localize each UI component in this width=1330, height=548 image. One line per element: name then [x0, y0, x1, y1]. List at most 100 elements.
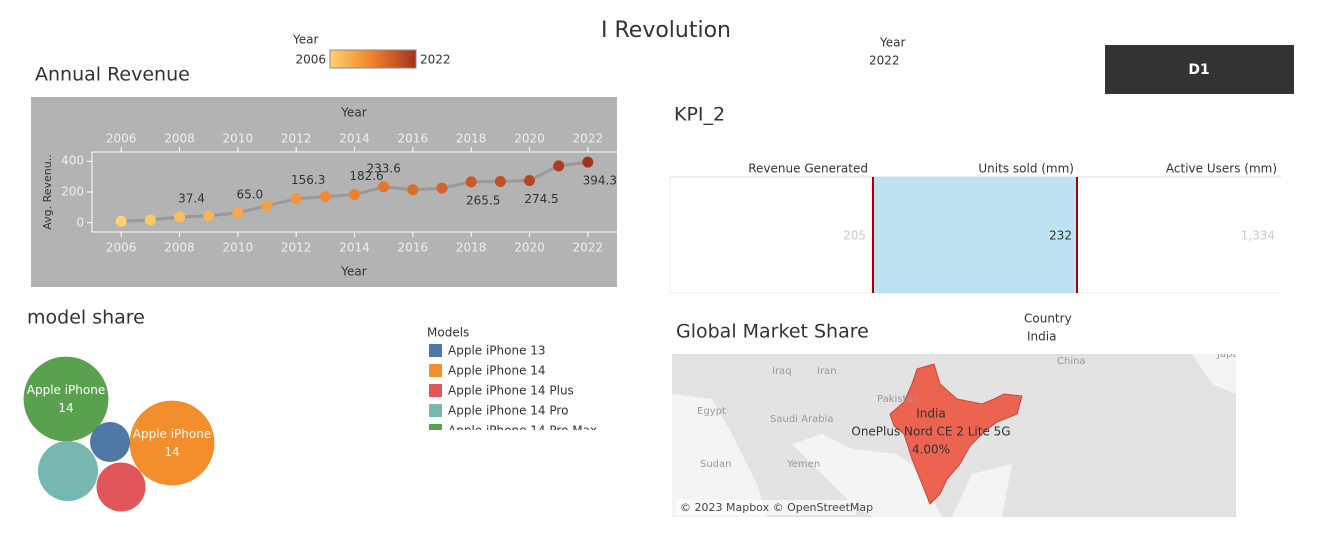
legend-list: Apple iPhone 13 Apple iPhone 14 Apple iPho…	[429, 344, 597, 438]
y-axis-title: Avg. Revenu..	[41, 154, 54, 230]
data-label: 182.6	[349, 169, 383, 183]
chart-title: model share	[27, 307, 145, 329]
point	[436, 182, 448, 194]
kpi-value: 1,334	[1241, 229, 1275, 243]
place-label: Iran	[817, 366, 837, 377]
y-tick-label: 200	[61, 185, 84, 199]
legend-swatch	[429, 384, 442, 397]
point	[203, 210, 215, 222]
place-label: China	[1057, 356, 1086, 367]
region	[889, 363, 1023, 505]
x-tick-label: 2018	[456, 132, 487, 146]
tooltip-text: India	[916, 407, 945, 421]
chart-title: Annual Revenue	[35, 64, 190, 86]
water	[1192, 354, 1236, 394]
data-label: 274.5	[524, 192, 558, 206]
legend-swatch	[429, 364, 442, 377]
bubble	[90, 422, 130, 462]
legend-label: 2006	[295, 53, 326, 67]
x-tick-label: 2012	[281, 241, 312, 255]
bubble	[23, 356, 109, 442]
point	[261, 200, 273, 212]
map: Iraq Iran Pakistan Egypt Saudi Arabia Sudan Ye…	[672, 349, 1245, 517]
button[interactable]	[1105, 45, 1294, 94]
x-tick-label: 2014	[339, 132, 370, 146]
place-label: Sudan	[700, 459, 732, 470]
point	[319, 191, 331, 203]
x-axis-title: Year	[340, 265, 366, 279]
x-tick-label: 2016	[398, 132, 429, 146]
legend-label: Apple iPhone 14 Plus	[448, 384, 574, 398]
bubble	[38, 441, 98, 501]
map-credit: © 2023 Mapbox © OpenStreetMap	[680, 501, 873, 514]
dashboard-title: I Revolution	[601, 18, 731, 43]
place-label: Japan	[1216, 349, 1245, 360]
x-tick-label: 2018	[456, 241, 487, 255]
data-label: 65.0	[236, 187, 263, 201]
kpi-title: KPI_2	[674, 104, 725, 126]
x-tick-label: 2010	[223, 132, 254, 146]
legend-label: 2022	[420, 53, 451, 67]
legend-swatch	[429, 424, 442, 430]
x-tick-label: 2020	[514, 132, 545, 146]
bubble	[96, 462, 146, 512]
x-tick-label: 2016	[398, 241, 429, 255]
water	[792, 434, 942, 517]
highlight-cell	[872, 177, 1078, 293]
point	[290, 193, 302, 205]
legend-label: Apple iPhone 14 Pro Max	[448, 424, 597, 438]
legend-label: Apple iPhone 14	[448, 364, 546, 378]
filter-value[interactable]: India	[1027, 330, 1056, 344]
bubble	[129, 400, 215, 486]
legend-label: Apple iPhone 14 Pro	[448, 404, 568, 418]
place-label: Iraq	[772, 366, 792, 377]
data-label: 265.5	[466, 193, 500, 207]
filter-label: Country	[1024, 312, 1072, 326]
point	[524, 175, 535, 187]
point	[349, 189, 360, 201]
legend-title: Models	[427, 326, 469, 340]
data-label: 394.3	[583, 174, 617, 188]
point	[144, 214, 156, 226]
x-tick-label: 2022	[573, 132, 604, 146]
button-label[interactable]: D1	[1188, 62, 1209, 78]
point	[174, 211, 185, 223]
legend-label: Apple iPhone 13	[448, 344, 546, 358]
point	[115, 215, 127, 227]
bubble-label: Apple iPhone 14	[26, 383, 106, 415]
point	[582, 156, 594, 168]
point	[378, 181, 390, 193]
x-tick-label: 2010	[223, 241, 254, 255]
x-tick-label: 2020	[514, 241, 545, 255]
kpi-value: 205	[843, 229, 866, 243]
tooltip-text: 4.00%	[912, 443, 950, 457]
x-tick-label: 2014	[339, 241, 370, 255]
x-tick-label: 2022	[573, 241, 604, 255]
data-label: 233.6	[366, 161, 400, 175]
place-label: Pakistan	[877, 394, 919, 405]
legend-swatch	[429, 404, 442, 417]
place-label: Yemen	[786, 459, 820, 470]
data-label: 156.3	[291, 173, 325, 187]
legend-title: Year	[292, 33, 318, 47]
water	[672, 394, 767, 517]
filter-value[interactable]: 2022	[869, 54, 900, 68]
column-header: Units sold (mm)	[978, 162, 1074, 176]
data-label: 37.4	[178, 192, 205, 206]
x-tick-label: 2008	[164, 132, 195, 146]
x-tick-label: 2006	[106, 132, 137, 146]
tooltip-text: OnePlus Nord CE 2 Lite 5G	[851, 425, 1010, 439]
y-tick-label: 0	[76, 215, 84, 229]
x-tick-label: 2006	[106, 241, 137, 255]
column-header: Active Users (mm)	[1166, 162, 1277, 176]
x-axis-title: Year	[340, 106, 366, 120]
credit-bg	[676, 500, 856, 515]
y-tick-label: 400	[61, 154, 84, 168]
place-label: Saudi Arabia	[770, 414, 833, 425]
x-tick-label: 2012	[281, 132, 312, 146]
color-legend	[329, 49, 417, 69]
point	[553, 160, 565, 172]
column-header: Revenue Generated	[748, 162, 868, 176]
